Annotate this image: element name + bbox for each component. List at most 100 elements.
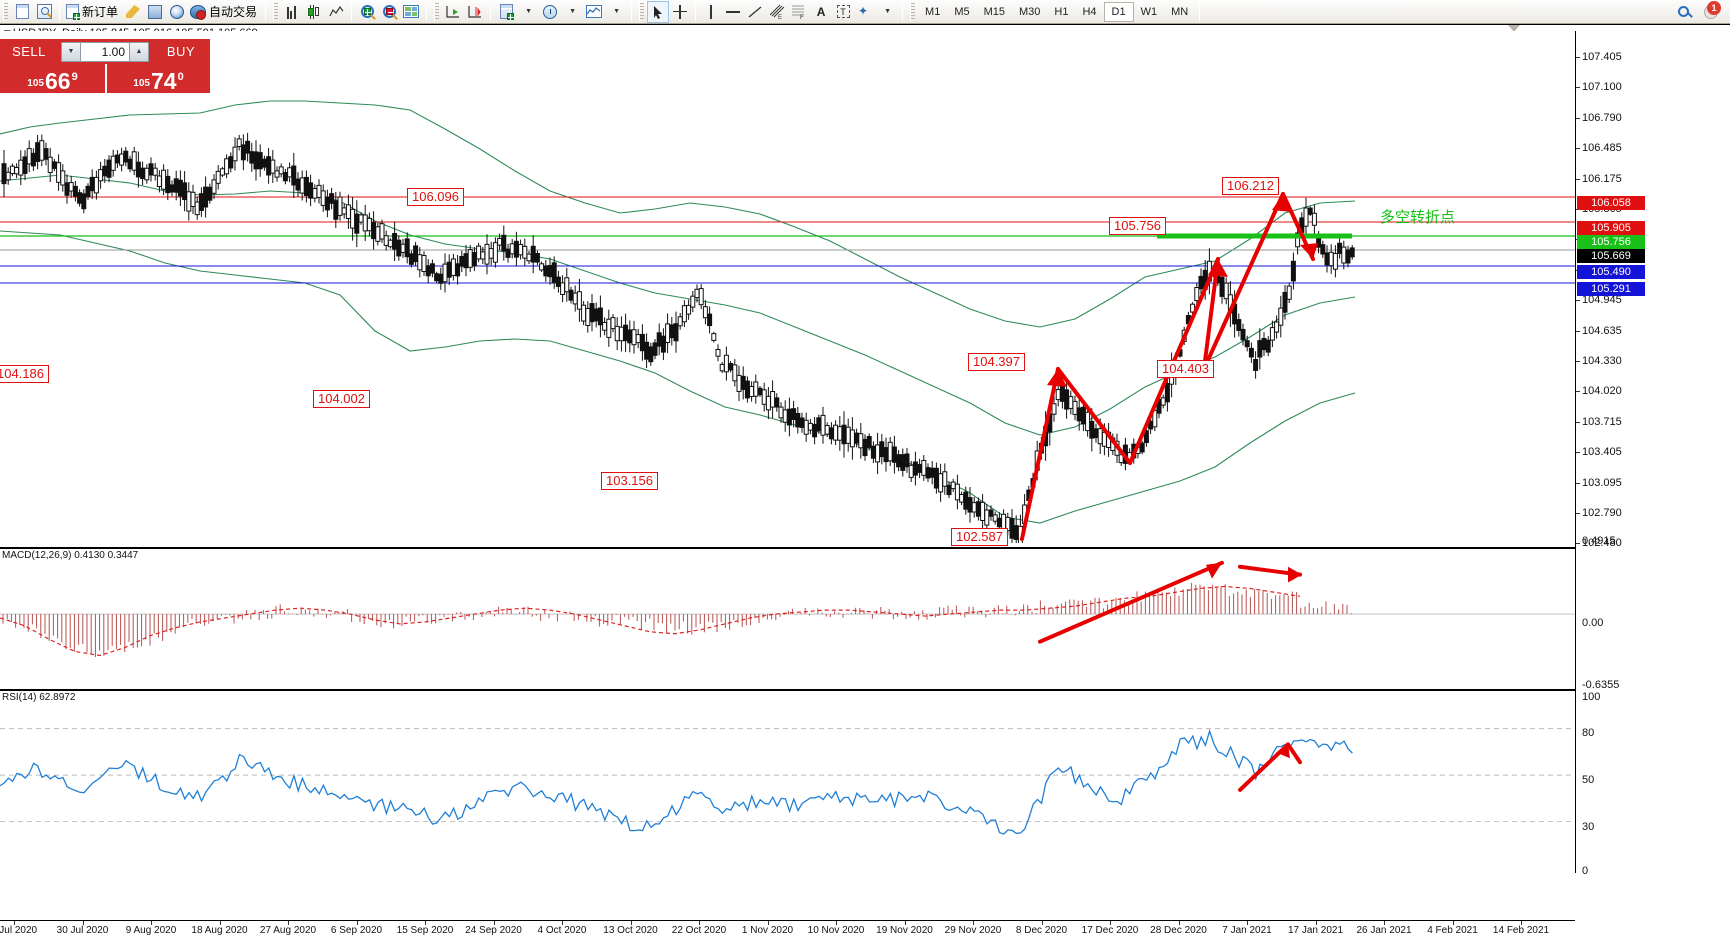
toolbar-divider — [1199, 2, 1201, 21]
time-tick-label: 9 Aug 2020 — [125, 925, 177, 936]
tile-windows-icon[interactable] — [400, 1, 422, 23]
volume-decrement-button[interactable]: ▼ — [61, 41, 81, 62]
price-scale[interactable]: 107.405107.100106.790106.485106.175105.8… — [1575, 31, 1730, 877]
price-highlight-105669[interactable]: 105.669 — [1577, 249, 1645, 263]
equidistant-channel-tool[interactable]: E — [766, 1, 788, 23]
time-tick-label: 13 Oct 2020 — [603, 925, 658, 936]
time-tick-label: 24 Sep 2020 — [465, 925, 522, 936]
timeframe-m5[interactable]: M5 — [954, 5, 970, 18]
fibonacci-retracement-tool[interactable]: F — [788, 1, 810, 23]
label-106-212[interactable]: 106.212 — [1222, 177, 1279, 195]
price-highlight-105291[interactable]: 105.291 — [1577, 282, 1645, 296]
search-icon[interactable] — [1672, 1, 1694, 23]
one-click-trading-panel[interactable]: SELL ▼ 1.00 ▲ BUY 105 66 9 105 74 0 — [0, 39, 210, 93]
price-highlight-105490[interactable]: 105.490 — [1577, 265, 1645, 279]
candlestick-chart-icon[interactable] — [303, 1, 325, 23]
bar-chart-icon[interactable] — [281, 1, 303, 23]
toolbar-grip[interactable] — [639, 2, 645, 21]
zoom-out-icon[interactable] — [378, 1, 400, 23]
new-chart-icon[interactable] — [11, 1, 33, 23]
price-highlight-105905[interactable]: 105.905 — [1577, 221, 1645, 235]
price-tick-label: 106.485 — [1582, 142, 1622, 155]
periods-button[interactable] — [539, 1, 561, 23]
price-pane[interactable] — [0, 31, 1575, 543]
text-tool[interactable]: A — [816, 4, 826, 19]
time-tick-label: 15 Sep 2020 — [396, 925, 454, 936]
label-104-397[interactable]: 104.397 — [968, 353, 1025, 371]
shapes-tool[interactable]: ✦ — [858, 3, 869, 18]
chevron-down-icon[interactable]: ▼ — [613, 8, 620, 15]
time-tick-mark — [288, 921, 289, 925]
chevron-down-icon[interactable]: ▼ — [525, 8, 532, 15]
time-tick-label: 1 Jul 2020 — [0, 925, 38, 936]
chevron-down-icon[interactable]: ▼ — [884, 8, 891, 15]
ask-price-display[interactable]: 105 74 0 — [105, 64, 210, 93]
cursor-tool[interactable] — [647, 0, 670, 23]
zoom-in-icon[interactable] — [356, 1, 378, 23]
timeframe-m15[interactable]: M15 — [983, 5, 1005, 18]
time-tick-mark — [1384, 921, 1385, 925]
price-highlight-105756[interactable]: 105.756 — [1577, 235, 1645, 249]
bid-price-display[interactable]: 105 66 9 — [0, 64, 105, 93]
time-tick-label: 30 Jul 2020 — [56, 925, 109, 936]
toolbar-grip[interactable] — [273, 2, 279, 21]
timeframe-h4[interactable]: H4 — [1082, 5, 1097, 18]
price-tick-label: 104.635 — [1582, 324, 1622, 337]
indicators-button[interactable] — [495, 1, 517, 23]
toolbar-grip[interactable] — [434, 2, 440, 21]
timeframe-w1[interactable]: W1 — [1140, 5, 1158, 18]
buy-button[interactable]: BUY — [152, 39, 210, 64]
macd-arrow-head — [1288, 566, 1302, 583]
notifications-icon[interactable]: 1 — [1700, 0, 1722, 23]
sell-button[interactable]: SELL — [0, 39, 58, 64]
auto-trading-button[interactable]: 自动交易 — [188, 1, 261, 23]
line-chart-icon[interactable] — [325, 1, 347, 23]
volume-input[interactable]: 1.00 — [81, 41, 129, 62]
chart-shift-icon[interactable] — [464, 1, 486, 23]
auto-scroll-icon[interactable] — [442, 1, 464, 23]
horizontal-line-tool[interactable] — [722, 1, 744, 23]
time-tick-mark — [1521, 921, 1522, 925]
rsi-pane[interactable]: RSI(14) 62.8972 — [0, 689, 1575, 873]
macd-signal-line — [0, 585, 1301, 657]
time-tick-mark — [562, 921, 563, 925]
timeframe-h1[interactable]: H1 — [1054, 5, 1069, 18]
label-103-156[interactable]: 103.156 — [601, 472, 658, 490]
rsi-arrow-head — [1276, 744, 1290, 759]
trend-arrow-head — [1300, 243, 1318, 259]
volume-control: ▼ 1.00 ▲ — [58, 39, 152, 64]
macd-arrow-head — [1206, 562, 1222, 579]
label-104-186[interactable]: 104.186 — [0, 365, 49, 383]
oct-prices-row: 105 66 9 105 74 0 — [0, 64, 210, 93]
vertical-line-tool[interactable] — [700, 1, 722, 23]
bollinger-lower — [0, 230, 1356, 524]
text-label-tool[interactable]: T — [832, 1, 854, 23]
toolbar-grip[interactable] — [910, 2, 916, 21]
crosshair-tool[interactable] — [669, 1, 691, 23]
price-highlight-106058[interactable]: 106.058 — [1577, 196, 1645, 210]
chart-scroll-handle[interactable] — [1508, 25, 1520, 32]
timeframe-m30[interactable]: M30 — [1019, 5, 1041, 18]
profiles-icon[interactable] — [33, 1, 55, 23]
timeframe-m1[interactable]: M1 — [925, 5, 941, 18]
mql-community-icon[interactable] — [144, 1, 166, 23]
timeframe-d1[interactable]: D1 — [1103, 1, 1134, 22]
label-105-756[interactable]: 105.756 — [1109, 217, 1166, 235]
label-104-002[interactable]: 104.002 — [313, 390, 370, 408]
label-102-587[interactable]: 102.587 — [951, 528, 1008, 546]
chevron-down-icon[interactable]: ▼ — [569, 8, 576, 15]
label-104-403[interactable]: 104.403 — [1157, 360, 1214, 378]
timeframe-mn[interactable]: MN — [1171, 5, 1189, 18]
price-tick-mark — [1576, 57, 1580, 58]
signals-icon[interactable] — [166, 1, 188, 23]
toolbar-grip[interactable] — [3, 2, 8, 21]
time-scale[interactable]: 1 Jul 2020 30 Jul 2020 9 Aug 2020 18 Aug 20… — [0, 920, 1575, 942]
macd-pane[interactable]: MACD(12,26,9) 0.4130 0.3447 — [0, 547, 1575, 687]
label-106-096[interactable]: 106.096 — [407, 188, 464, 206]
volume-increment-button[interactable]: ▲ — [129, 41, 149, 62]
time-tick-label: 28 Dec 2020 — [1150, 925, 1207, 936]
expert-advisors-icon[interactable] — [122, 1, 144, 23]
new-order-button[interactable]: 新订单 — [64, 1, 122, 23]
templates-button[interactable] — [583, 1, 605, 23]
trendline-tool[interactable] — [744, 1, 766, 23]
